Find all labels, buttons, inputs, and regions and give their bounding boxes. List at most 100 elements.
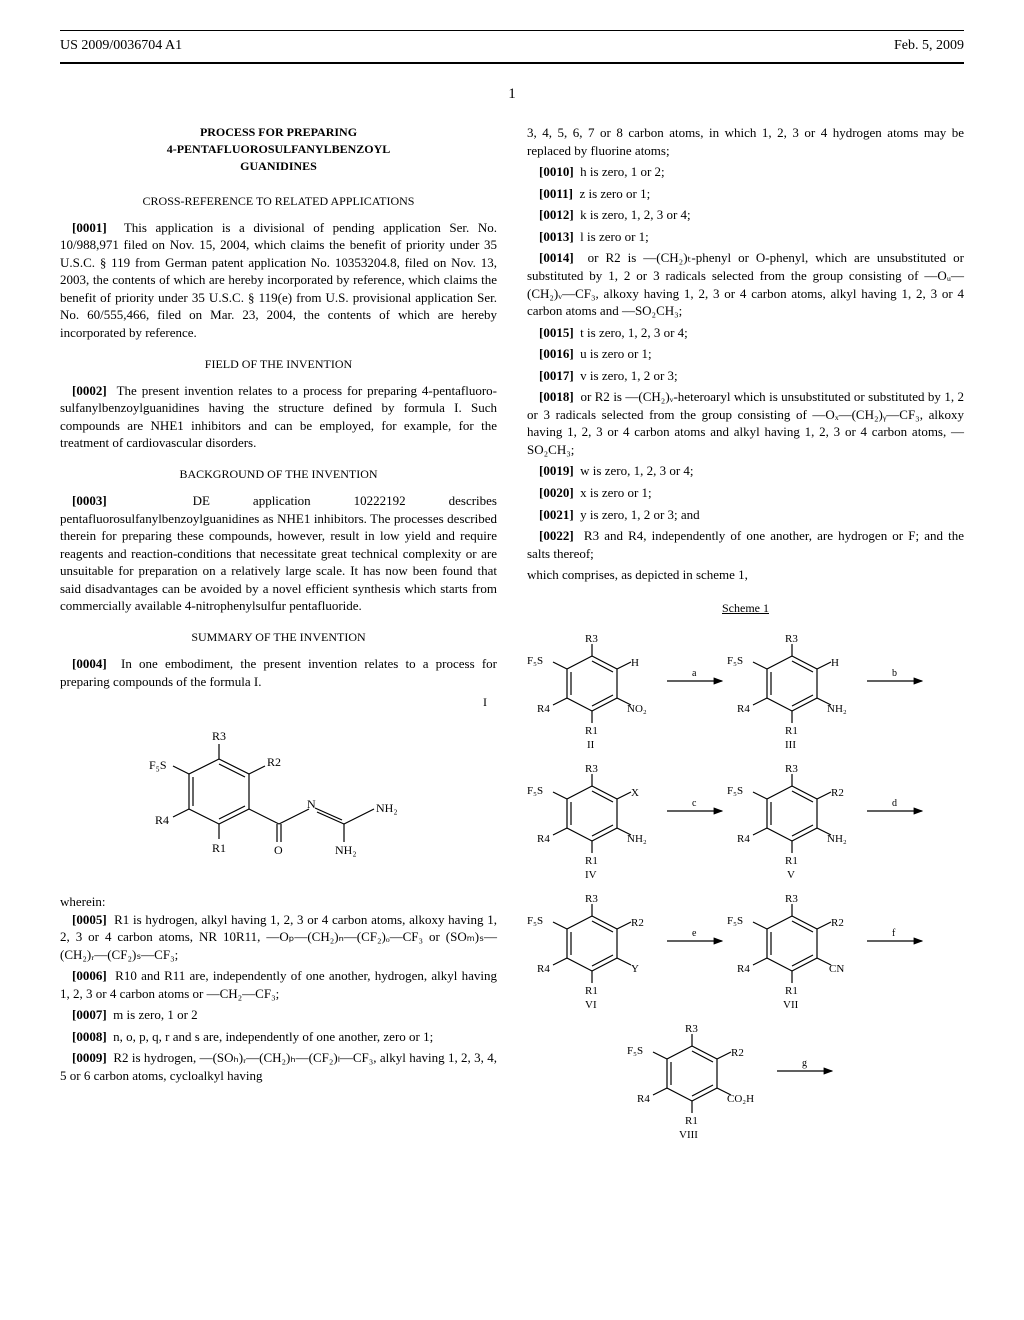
svg-text:NH₂: NH₂: [827, 703, 847, 715]
para-text: v is zero, 1, 2 or 3;: [580, 368, 677, 383]
pub-date: Feb. 5, 2009: [894, 37, 964, 56]
svg-text:F₅S: F₅S: [727, 915, 743, 927]
svg-text:CN: CN: [829, 963, 844, 975]
svg-text:F₅S: F₅S: [627, 1045, 643, 1057]
patent-title: PROCESS FOR PREPARING 4-PENTAFLUOROSULFA…: [60, 124, 497, 174]
svg-text:R4: R4: [737, 703, 750, 715]
svg-text:R3: R3: [585, 763, 598, 775]
svg-text:F₅S: F₅S: [527, 655, 543, 667]
svg-text:VII: VII: [783, 999, 799, 1011]
title-line1: PROCESS FOR PREPARING: [200, 125, 357, 139]
para-num: [0003]: [72, 493, 107, 508]
para-0020: [0020] x is zero or 1;: [527, 484, 964, 502]
para-num: [0013]: [539, 229, 574, 244]
para-text: R2 is hydrogen, —(SOₕ)ᵣ—(CH₂)ₕ—(CF₂)ₗ—CF…: [60, 1050, 497, 1083]
label-n: N: [307, 797, 316, 811]
svg-text:R3: R3: [585, 633, 598, 645]
para-text: or R2 is —(CH₂)ₜ-phenyl or O-phenyl, whi…: [527, 250, 964, 318]
para-0011: [0011] z is zero or 1;: [527, 185, 964, 203]
para-0002: [0002] The present invention relates to …: [60, 382, 497, 452]
para-0017: [0017] v is zero, 1, 2 or 3;: [527, 367, 964, 385]
label-nh2-2: NH₂: [335, 843, 357, 857]
left-column: PROCESS FOR PREPARING 4-PENTAFLUOROSULFA…: [60, 124, 497, 1250]
para-0013: [0013] l is zero or 1;: [527, 228, 964, 246]
label-r3: R3: [212, 729, 226, 743]
para-text: l is zero or 1;: [580, 229, 649, 244]
svg-text:F₅S: F₅S: [527, 785, 543, 797]
svg-text:R3: R3: [785, 763, 798, 775]
para-num: [0019]: [539, 463, 574, 478]
svg-text:VI: VI: [585, 999, 597, 1011]
svg-text:NH₂: NH₂: [627, 833, 647, 845]
para-num: [0001]: [72, 220, 107, 235]
header-rule-top: [60, 30, 964, 31]
para-num: [0002]: [72, 383, 107, 398]
svg-text:R1: R1: [785, 725, 798, 737]
para-0005: [0005] R1 is hydrogen, alkyl having 1, 2…: [60, 911, 497, 964]
para-num: [0005]: [72, 912, 107, 927]
para-num: [0020]: [539, 485, 574, 500]
svg-text:b: b: [892, 668, 897, 679]
label-r1: R1: [212, 841, 226, 855]
para-num: [0009]: [72, 1050, 107, 1065]
svg-text:NH₂: NH₂: [827, 833, 847, 845]
svg-text:R1: R1: [785, 985, 798, 997]
para-num: [0018]: [539, 389, 574, 404]
para-text: m is zero, 1 or 2: [113, 1007, 197, 1022]
para-text: DE application 10222192 describes pentaf…: [60, 493, 497, 613]
label-r4: R4: [155, 813, 169, 827]
header: US 2009/0036704 A1 Feb. 5, 2009: [60, 37, 964, 56]
svg-text:NO₂: NO₂: [627, 703, 647, 715]
svg-text:R2: R2: [831, 787, 844, 799]
para-text: w is zero, 1, 2, 3 or 4;: [580, 463, 693, 478]
scheme-1-structures: F₅S R4 R3 R1 H NO₂ II a F₅S R4 R3 R1 H N…: [527, 626, 964, 1251]
scheme-1-label: Scheme 1: [527, 600, 964, 616]
svg-text:f: f: [892, 928, 896, 939]
svg-text:a: a: [692, 668, 697, 679]
svg-text:R2: R2: [731, 1047, 744, 1059]
para-num: [0004]: [72, 656, 107, 671]
para-text: This application is a divisional of pend…: [60, 220, 497, 340]
svg-text:V: V: [787, 869, 795, 881]
wherein-label: wherein:: [60, 893, 497, 911]
svg-text:R1: R1: [685, 1115, 698, 1127]
para-0018: [0018] or R2 is —(CH₂)ᵥ-heteroaryl which…: [527, 388, 964, 458]
para-num: [0011]: [539, 186, 573, 201]
svg-text:H: H: [631, 657, 639, 669]
svg-text:Y: Y: [631, 963, 639, 975]
para-0006: [0006] R10 and R11 are, independently of…: [60, 967, 497, 1002]
para-text: In one embodiment, the present invention…: [60, 656, 497, 689]
svg-text:R3: R3: [585, 893, 598, 905]
para-num: [0010]: [539, 164, 574, 179]
formula-I-structure: F₅S R4 R3 R1 R2 O N NH₂ NH₂: [60, 724, 497, 879]
svg-text:R4: R4: [737, 833, 750, 845]
para-0001: [0001] This application is a divisional …: [60, 219, 497, 342]
svg-text:R3: R3: [785, 633, 798, 645]
svg-text:R3: R3: [785, 893, 798, 905]
para-0012: [0012] k is zero, 1, 2, 3 or 4;: [527, 206, 964, 224]
svg-text:CO₂H: CO₂H: [727, 1093, 754, 1105]
svg-text:c: c: [692, 798, 697, 809]
para-0008: [0008] n, o, p, q, r and s are, independ…: [60, 1028, 497, 1046]
svg-text:II: II: [587, 739, 595, 751]
para-num: [0014]: [539, 250, 574, 265]
two-column-layout: PROCESS FOR PREPARING 4-PENTAFLUOROSULFA…: [60, 124, 964, 1250]
pub-number: US 2009/0036704 A1: [60, 37, 182, 56]
heading-field: FIELD OF THE INVENTION: [60, 356, 497, 372]
para-0019: [0019] w is zero, 1, 2, 3 or 4;: [527, 462, 964, 480]
para-num: [0006]: [72, 968, 107, 983]
para-0014: [0014] or R2 is —(CH₂)ₜ-phenyl or O-phen…: [527, 249, 964, 319]
para-text: n, o, p, q, r and s are, independently o…: [113, 1029, 433, 1044]
para-text: z is zero or 1;: [579, 186, 650, 201]
svg-text:R4: R4: [637, 1093, 650, 1105]
svg-text:e: e: [692, 928, 697, 939]
para-0021: [0021] y is zero, 1, 2 or 3; and: [527, 506, 964, 524]
svg-text:R4: R4: [537, 703, 550, 715]
svg-text:R4: R4: [537, 963, 550, 975]
para-num: [0007]: [72, 1007, 107, 1022]
heading-background: BACKGROUND OF THE INVENTION: [60, 466, 497, 482]
para-num: [0022]: [539, 528, 574, 543]
para-num: [0008]: [72, 1029, 107, 1044]
svg-text:g: g: [802, 1058, 807, 1069]
para-text: y is zero, 1, 2 or 3; and: [580, 507, 700, 522]
